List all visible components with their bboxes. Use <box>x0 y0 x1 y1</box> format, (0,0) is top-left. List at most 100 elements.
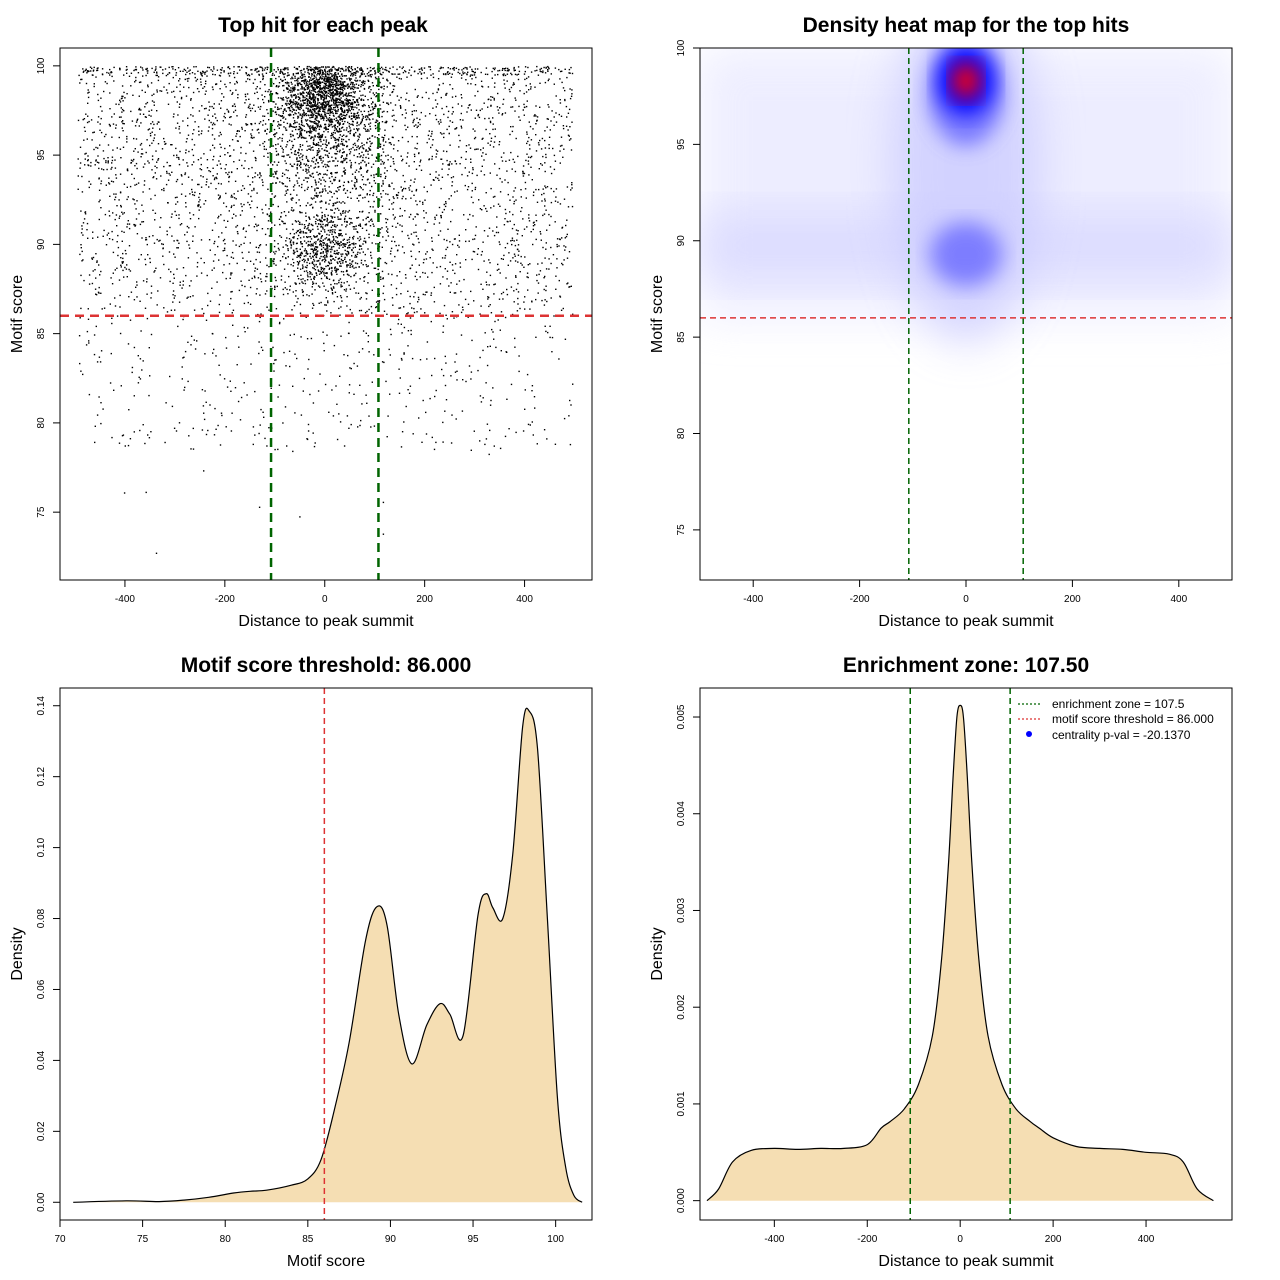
scatter-point <box>198 203 200 206</box>
scatter-point <box>284 194 286 196</box>
scatter-point <box>366 115 369 117</box>
scatter-point <box>148 188 151 190</box>
scatter-point <box>443 304 446 307</box>
scatter-point <box>367 79 369 82</box>
scatter-point <box>391 260 393 262</box>
scatter-point <box>340 94 342 96</box>
scatter-point <box>526 142 528 145</box>
scatter-point <box>344 117 347 119</box>
scatter-point <box>336 153 338 155</box>
scatter-point <box>154 165 156 167</box>
scatter-point <box>499 243 501 246</box>
scatter-point <box>274 135 276 138</box>
scatter-point <box>512 257 514 259</box>
scatter-point <box>322 119 325 121</box>
scatter-point <box>567 134 570 136</box>
scatter-point <box>288 106 291 109</box>
scatter-point <box>321 77 324 80</box>
scatter-point <box>174 196 177 199</box>
scatter-point <box>394 216 396 218</box>
scatter-point <box>287 84 290 86</box>
scatter-point <box>306 294 308 296</box>
scatter-point <box>388 138 390 140</box>
scatter-point <box>236 72 239 74</box>
scatter-point <box>354 182 356 184</box>
scatter-point <box>535 238 537 241</box>
scatter-point <box>318 273 321 275</box>
scatter-point <box>414 147 416 149</box>
scatter-point <box>296 166 298 169</box>
scatter-point <box>451 113 453 115</box>
scatter-point <box>316 144 318 146</box>
scatter-point <box>186 71 188 73</box>
scatter-point <box>461 105 463 107</box>
scatter-point <box>327 102 330 104</box>
scatter-point <box>445 201 447 203</box>
scatter-point <box>348 109 350 111</box>
scatter-point <box>482 241 484 243</box>
scatter-point <box>404 210 406 212</box>
scatter-point <box>530 231 532 233</box>
scatter-point <box>323 269 325 271</box>
scatter-point <box>474 148 476 151</box>
scatter-point <box>352 115 355 117</box>
scatter-point <box>300 84 303 86</box>
scatter-point <box>514 255 516 257</box>
scatter-point <box>138 258 140 261</box>
scatter-point <box>275 173 277 175</box>
scatter-point <box>233 161 235 163</box>
scatter-point <box>456 283 458 285</box>
scatter-point <box>258 176 261 179</box>
scatter-point <box>477 268 480 271</box>
scatter-point <box>316 85 318 87</box>
scatter-point <box>307 177 310 179</box>
scatter-point <box>186 138 188 140</box>
scatter-point <box>303 73 306 76</box>
scatter-point <box>534 224 536 226</box>
scatter-point <box>128 296 130 298</box>
scatter-point <box>517 244 520 246</box>
scatter-point <box>330 111 333 114</box>
scatter-point <box>324 109 326 111</box>
scatter-point <box>323 101 325 104</box>
scatter-point <box>176 101 178 103</box>
scatter-point <box>93 85 95 88</box>
scatter-point <box>82 222 85 224</box>
scatter-point <box>303 87 305 89</box>
scatter-point <box>451 311 454 313</box>
scatter-point <box>138 81 141 84</box>
scatter-point <box>318 69 320 71</box>
scatter-point <box>407 140 409 143</box>
scatter-point <box>347 69 350 71</box>
scatter-point <box>287 293 289 295</box>
scatter-point <box>290 105 292 108</box>
scatter-point <box>387 102 389 104</box>
scatter-point <box>331 78 333 81</box>
scatter-point <box>356 122 358 124</box>
scatter-point <box>460 127 463 129</box>
scatter-point <box>169 280 171 283</box>
scatter-point <box>553 315 555 317</box>
scatter-point <box>307 99 309 102</box>
scatter-point <box>140 109 142 111</box>
scatter-point <box>441 211 444 213</box>
scatter-point <box>316 104 318 106</box>
scatter-point <box>511 313 514 316</box>
scatter-point <box>404 180 406 183</box>
scatter-point <box>311 160 313 162</box>
scatter-point <box>555 275 557 277</box>
scatter-point <box>340 86 342 88</box>
scatter-point <box>522 218 524 220</box>
scatter-point <box>276 177 278 179</box>
scatter-point <box>361 120 363 122</box>
scatter-point <box>290 209 293 211</box>
scatter-point <box>338 257 341 259</box>
scatter-point <box>230 256 233 258</box>
scatter-point <box>100 131 103 134</box>
scatter-point <box>326 78 328 80</box>
scatter-point <box>307 91 310 93</box>
scatter-point <box>457 244 459 247</box>
scatter-point <box>327 125 330 127</box>
scatter-point <box>510 106 512 108</box>
scatter-point <box>356 112 358 115</box>
